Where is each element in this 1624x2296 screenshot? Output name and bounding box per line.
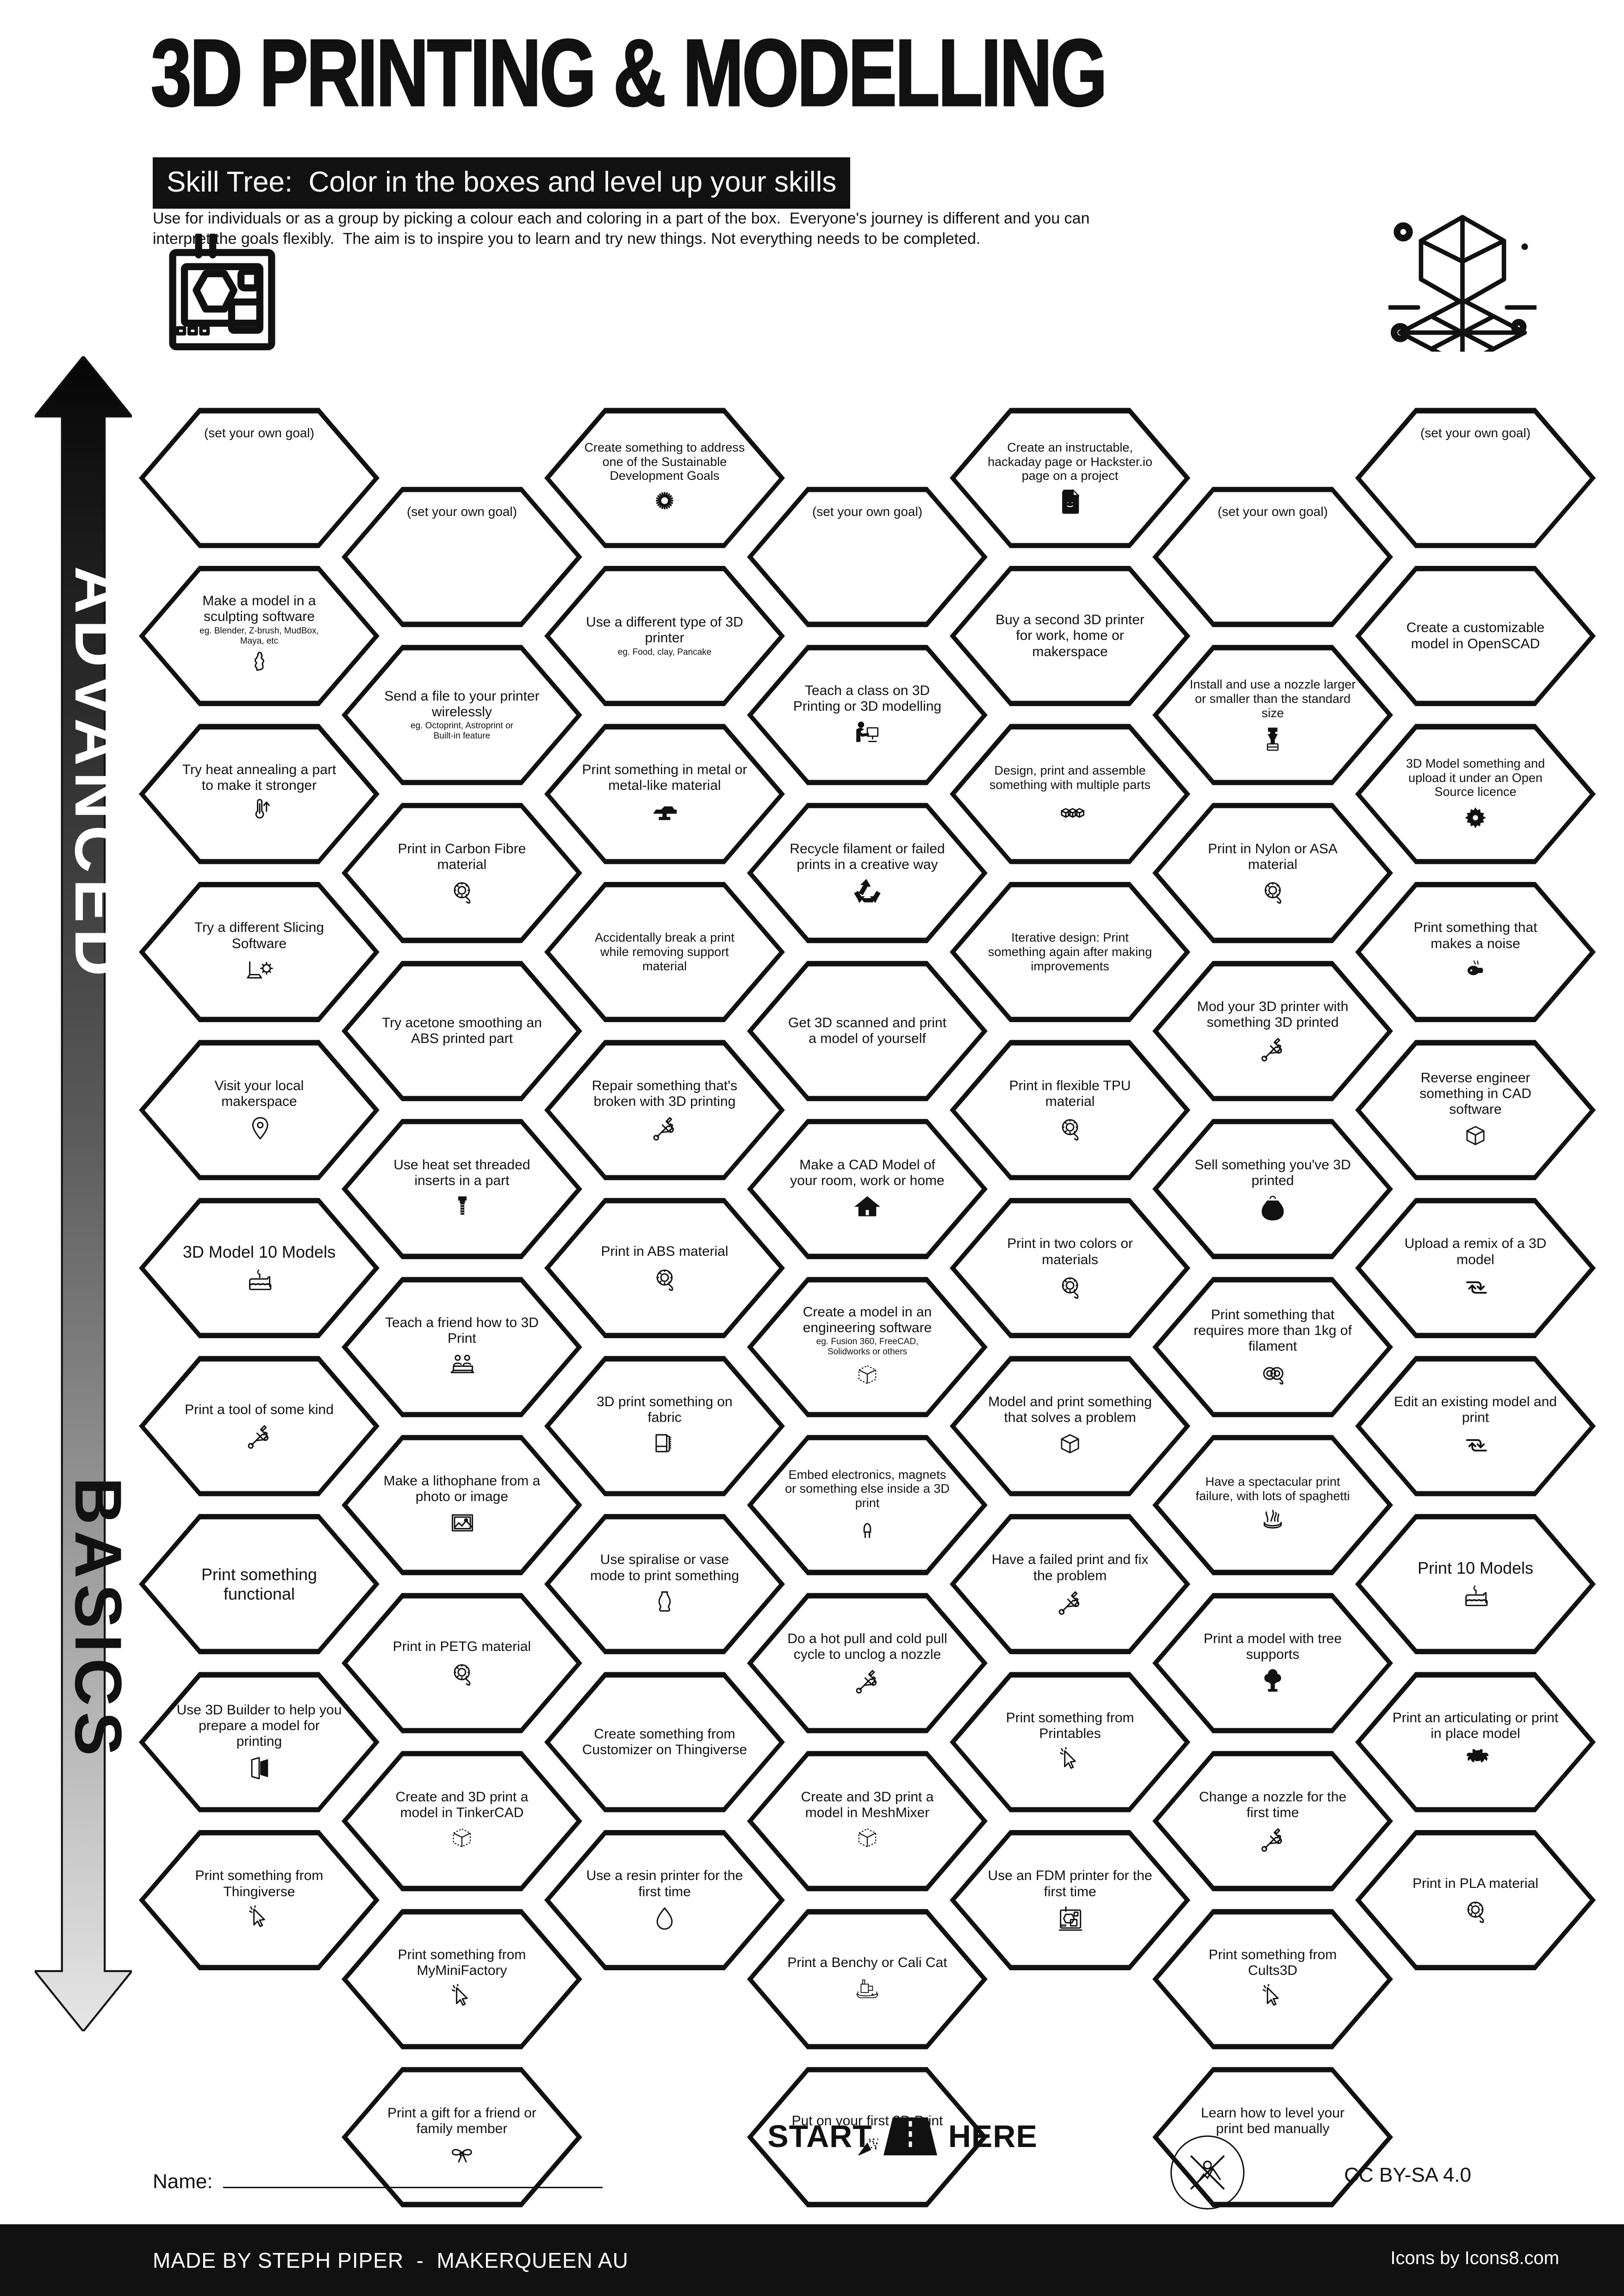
svg-text:$: $ (1271, 1207, 1275, 1214)
